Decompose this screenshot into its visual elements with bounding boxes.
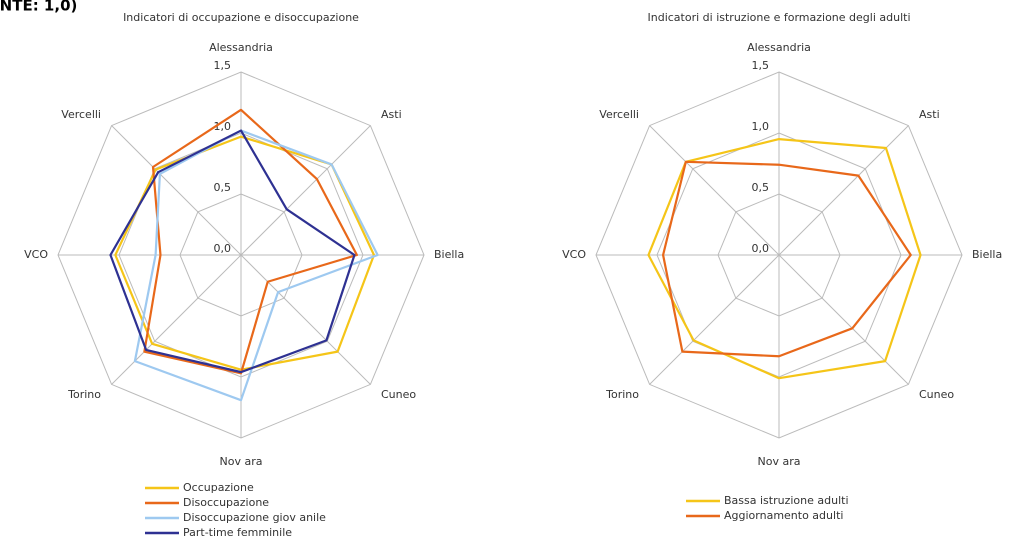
category-label: Torino [605,388,639,401]
category-label: VCO [562,248,586,261]
series-line [661,160,912,358]
category-label: Nov ara [220,455,263,468]
category-label: Cuneo [919,388,954,401]
r-tick-label: 1,5 [752,59,770,72]
legend-label: Aggiornamento adulti [724,509,843,522]
legend-label: Part-time femminile [183,526,292,539]
spoke [649,125,780,256]
legend-label: Occupazione [183,481,254,494]
spoke [778,254,909,385]
category-label: Torino [67,388,101,401]
category-label: Alessandria [209,41,273,54]
r-tick-label: 0,5 [752,181,770,194]
r-tick-label: 0,5 [214,181,232,194]
category-label: Nov ara [758,455,801,468]
series-line [143,108,358,375]
category-label: Cuneo [381,388,416,401]
legend-label: Disoccupazione [183,496,269,509]
series-line [109,129,356,374]
legend-label: Disoccupazione giov anile [183,511,326,524]
spoke [111,125,242,256]
page-title: MONTE: 1,0) [0,0,77,15]
r-tick-label: 0,0 [752,242,770,255]
legend-label: Bassa istruzione adulti [724,494,849,507]
chart-title: Indicatori di istruzione e formazione de… [648,11,911,24]
r-tick-label: 1,0 [752,120,770,133]
category-label: Biella [972,248,1002,261]
series-line [647,138,922,380]
r-tick-label: 1,0 [214,120,232,133]
category-label: Vercelli [61,108,101,121]
spoke [649,254,780,385]
r-tick-label: 0,0 [214,242,232,255]
r-tick-label: 1,5 [214,59,232,72]
category-label: Alessandria [747,41,811,54]
chart-title: Indicatori di occupazione e disoccupazio… [123,11,359,24]
spoke [240,125,371,256]
category-label: Asti [919,108,940,121]
spoke [111,254,242,385]
category-label: Vercelli [599,108,639,121]
category-label: Biella [434,248,464,261]
series-line [133,129,379,402]
category-label: VCO [24,248,48,261]
spoke [240,254,371,385]
spoke [778,125,909,256]
category-label: Asti [381,108,402,121]
